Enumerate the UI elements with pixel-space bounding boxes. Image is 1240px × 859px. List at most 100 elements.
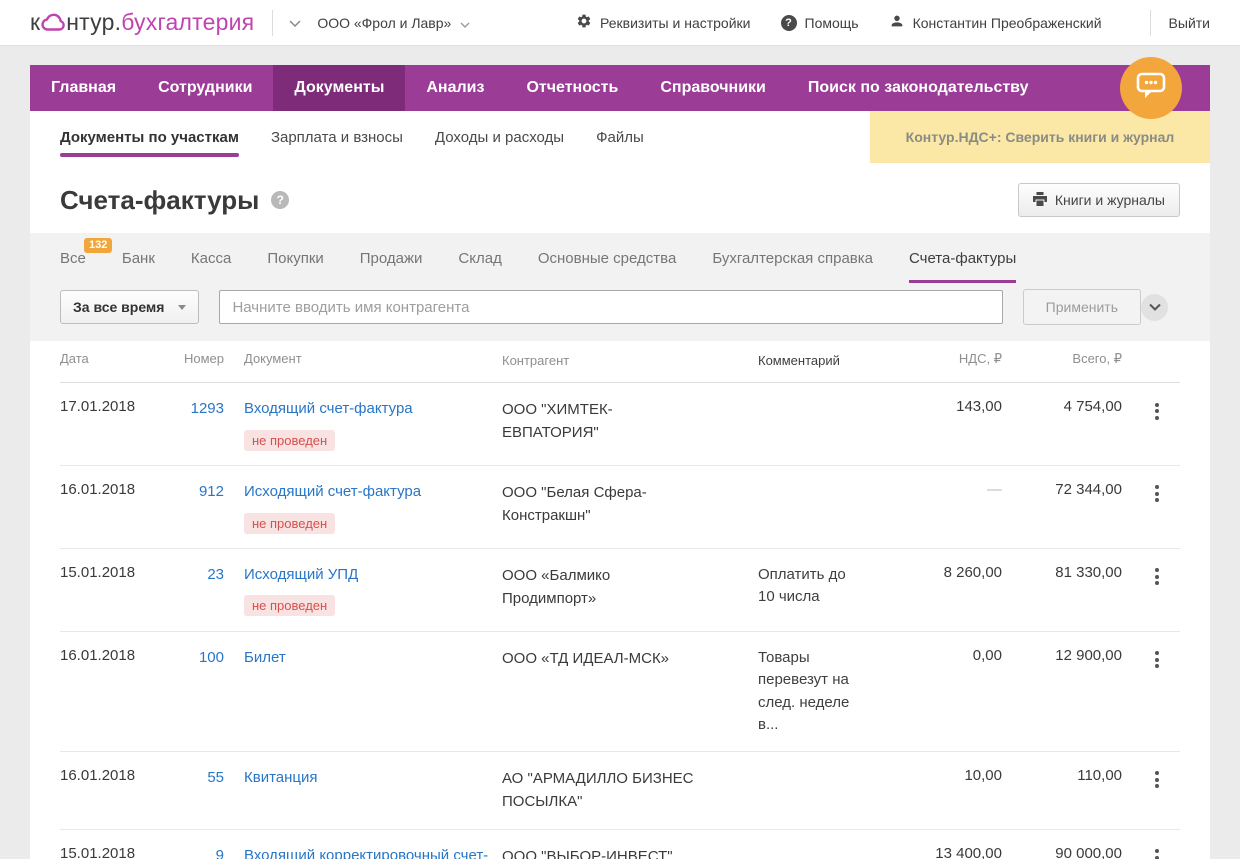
row-menu-kebab-icon[interactable] (1148, 564, 1166, 617)
subnav-item-dohody[interactable]: Доходы и расходы (435, 111, 564, 163)
cell-comment: Товары перевезут на след. неделе в... (738, 647, 886, 737)
books-journals-button[interactable]: Книги и журналы (1018, 183, 1180, 217)
nav-item-otchetnost[interactable]: Отчетность (505, 65, 639, 111)
help-label: Помощь (805, 15, 859, 31)
app-screen: кнтур.бухгалтерия ООО «Фрол и Лавр» Рекв… (0, 0, 1240, 859)
cell-vat: — (886, 481, 1002, 534)
tab-prodazhi[interactable]: Продажи (360, 233, 423, 283)
table-row: 15.01.2018 9 Входящий корректировочный с… (60, 830, 1180, 859)
tab-count-badge: 132 (84, 238, 112, 253)
tab-pokupki[interactable]: Покупки (267, 233, 323, 283)
tab-vse[interactable]: Все 132 (60, 233, 86, 283)
tab-scheta-faktury[interactable]: Счета-фактуры (909, 233, 1016, 283)
cell-total: 4 754,00 (1002, 398, 1122, 451)
document-name-link[interactable]: Входящий корректировочный счет-фактура (244, 847, 488, 859)
table-row: 17.01.2018 1293 Входящий счет-фактура не… (60, 383, 1180, 466)
tab-sklad[interactable]: Склад (458, 233, 501, 283)
subnav-item-zarplata[interactable]: Зарплата и взносы (271, 111, 403, 163)
cell-counterparty: ООО «ТД ИДЕАЛ-МСК» (490, 647, 738, 737)
tab-osnovnye-sredstva[interactable]: Основные средства (538, 233, 676, 283)
logo-text-k: к (30, 9, 40, 36)
cell-total: 110,00 (1002, 767, 1122, 815)
row-menu-kebab-icon[interactable] (1148, 845, 1166, 859)
settings-label: Реквизиты и настройки (600, 15, 750, 31)
sub-nav: Документы по участкам Зарплата и взносы … (30, 111, 1210, 163)
document-name-link[interactable]: Входящий счет-фактура (244, 400, 413, 417)
tab-bank[interactable]: Банк (122, 233, 155, 283)
page-header: Счета-фактуры ? Книги и журналы (30, 163, 1210, 233)
nav-item-dokumenty[interactable]: Документы (273, 65, 405, 111)
row-menu-kebab-icon[interactable] (1148, 398, 1166, 451)
cloud-icon (41, 11, 65, 38)
document-name-link[interactable]: Билет (244, 649, 286, 666)
org-selector[interactable]: ООО «Фрол и Лавр» (317, 15, 470, 31)
period-value: За все время (73, 299, 164, 315)
cell-total: 72 344,00 (1002, 481, 1122, 534)
document-number-link[interactable]: 1293 (191, 400, 224, 417)
logout-link[interactable]: Выйти (1169, 15, 1210, 31)
org-name: ООО «Фрол и Лавр» (317, 15, 451, 31)
nav-item-glavnaya[interactable]: Главная (30, 65, 137, 111)
cell-counterparty: ООО «Балмико Продимпорт» (490, 564, 738, 617)
tab-kassa[interactable]: Касса (191, 233, 231, 283)
cell-date: 15.01.2018 (60, 564, 152, 617)
table-row: 16.01.2018 55 Квитанция АО "АРМАДИЛЛО БИ… (60, 752, 1180, 830)
app-logo[interactable]: кнтур.бухгалтерия (30, 9, 254, 36)
tabs-row: Все 132 Банк Касса Покупки Продажи Склад… (30, 233, 1210, 283)
status-badge: не проведен (244, 430, 335, 451)
subnav-item-dokumenty-po-uchastkam[interactable]: Документы по участкам (60, 111, 239, 163)
cell-counterparty: ООО "Белая Сфера-Констракшн" (490, 481, 738, 534)
row-menu-kebab-icon[interactable] (1148, 767, 1166, 815)
product-switch-chevron-icon[interactable] (289, 14, 301, 32)
nav-item-analiz[interactable]: Анализ (405, 65, 505, 111)
apply-button[interactable]: Применить (1023, 289, 1141, 325)
row-menu-kebab-icon[interactable] (1148, 481, 1166, 534)
help-link[interactable]: ? Помощь (781, 15, 859, 31)
col-header-total: Всего, ₽ (1002, 351, 1122, 371)
document-number-link[interactable]: 912 (199, 483, 224, 500)
expand-filters-button[interactable] (1141, 294, 1168, 321)
cell-vat: 143,00 (886, 398, 1002, 451)
chevron-down-icon (460, 15, 470, 31)
title-help-icon[interactable]: ? (271, 191, 289, 209)
document-name-link[interactable]: Исходящий счет-фактура (244, 483, 421, 500)
document-number-link[interactable]: 9 (216, 847, 224, 859)
table-header-row: Дата Номер Документ Контрагент Комментар… (60, 341, 1180, 383)
cell-comment (738, 845, 886, 859)
subnav-item-fajly[interactable]: Файлы (596, 111, 644, 163)
cell-total: 90 000,00 (1002, 845, 1122, 859)
document-number-link[interactable]: 55 (207, 769, 224, 786)
document-number-link[interactable]: 23 (207, 566, 224, 583)
cell-comment (738, 398, 886, 451)
nds-banner[interactable]: Контур.НДС+: Сверить книги и журнал (870, 111, 1210, 163)
col-header-document: Документ (224, 351, 490, 371)
document-name-link[interactable]: Исходящий УПД (244, 566, 358, 583)
topbar: кнтур.бухгалтерия ООО «Фрол и Лавр» Рекв… (0, 0, 1240, 46)
document-number-link[interactable]: 100 (199, 649, 224, 666)
question-circle-icon: ? (781, 15, 797, 31)
cell-counterparty: ООО "ХИМТЕК-ЕВПАТОРИЯ" (490, 398, 738, 451)
table-row: 16.01.2018 100 Билет ООО «ТД ИДЕАЛ-МСК» … (60, 632, 1180, 752)
cell-comment: Оплатить до 10 числа (738, 564, 886, 617)
cell-vat: 8 260,00 (886, 564, 1002, 617)
title-wrap: Счета-фактуры ? (60, 185, 289, 216)
main-nav: Главная Сотрудники Документы Анализ Отче… (30, 65, 1210, 111)
nav-item-poisk[interactable]: Поиск по законодательству (787, 65, 1050, 111)
row-menu-kebab-icon[interactable] (1148, 647, 1166, 737)
nav-item-sotrudniki[interactable]: Сотрудники (137, 65, 273, 111)
col-header-vat: НДС, ₽ (886, 351, 1002, 371)
document-name-link[interactable]: Квитанция (244, 769, 318, 786)
settings-link[interactable]: Реквизиты и настройки (576, 13, 750, 32)
topbar-right: Реквизиты и настройки ? Помощь Константи… (576, 10, 1210, 36)
counterparty-search-input[interactable] (219, 290, 1002, 324)
chat-fab-button[interactable] (1120, 57, 1182, 119)
status-badge: не проведен (244, 595, 335, 616)
cell-date: 17.01.2018 (60, 398, 152, 451)
tabs-filter-zone: Все 132 Банк Касса Покупки Продажи Склад… (30, 233, 1210, 341)
chat-bubble-icon (1135, 71, 1167, 105)
period-select[interactable]: За все время (60, 290, 199, 324)
user-menu[interactable]: Константин Преображенский (889, 13, 1102, 32)
tab-buhgalterskaya-spravka[interactable]: Бухгалтерская справка (712, 233, 873, 283)
nav-item-spravochniki[interactable]: Справочники (639, 65, 787, 111)
books-journals-label: Книги и журналы (1055, 192, 1165, 208)
